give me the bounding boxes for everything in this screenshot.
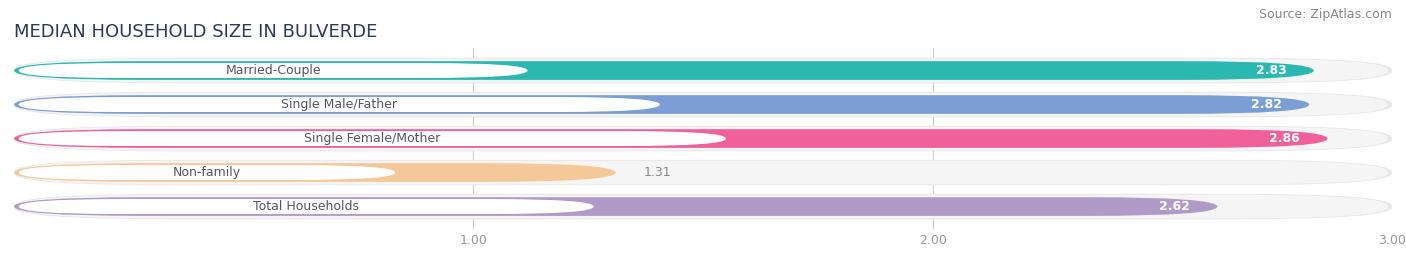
FancyBboxPatch shape (14, 92, 1392, 117)
FancyBboxPatch shape (18, 97, 659, 112)
FancyBboxPatch shape (18, 199, 593, 214)
FancyBboxPatch shape (18, 161, 1388, 184)
FancyBboxPatch shape (14, 194, 1392, 219)
FancyBboxPatch shape (14, 197, 1218, 216)
Text: 2.62: 2.62 (1159, 200, 1189, 213)
Text: Single Male/Father: Single Male/Father (281, 98, 398, 111)
FancyBboxPatch shape (18, 59, 1388, 82)
Text: Total Households: Total Households (253, 200, 359, 213)
Text: Married-Couple: Married-Couple (225, 64, 321, 77)
FancyBboxPatch shape (14, 160, 1392, 185)
FancyBboxPatch shape (14, 126, 1392, 151)
Text: 2.82: 2.82 (1251, 98, 1282, 111)
Text: Single Female/Mother: Single Female/Mother (304, 132, 440, 145)
FancyBboxPatch shape (14, 163, 616, 182)
FancyBboxPatch shape (14, 61, 1313, 80)
Text: 2.86: 2.86 (1270, 132, 1301, 145)
Text: 2.83: 2.83 (1256, 64, 1286, 77)
Text: MEDIAN HOUSEHOLD SIZE IN BULVERDE: MEDIAN HOUSEHOLD SIZE IN BULVERDE (14, 23, 377, 41)
FancyBboxPatch shape (14, 129, 1327, 148)
FancyBboxPatch shape (18, 131, 725, 146)
FancyBboxPatch shape (18, 165, 395, 180)
FancyBboxPatch shape (18, 195, 1388, 218)
FancyBboxPatch shape (18, 63, 527, 78)
FancyBboxPatch shape (18, 127, 1388, 150)
FancyBboxPatch shape (14, 95, 1309, 114)
FancyBboxPatch shape (14, 58, 1392, 83)
FancyBboxPatch shape (18, 93, 1388, 116)
Text: 1.31: 1.31 (644, 166, 671, 179)
Text: Non-family: Non-family (173, 166, 240, 179)
Text: Source: ZipAtlas.com: Source: ZipAtlas.com (1258, 8, 1392, 21)
